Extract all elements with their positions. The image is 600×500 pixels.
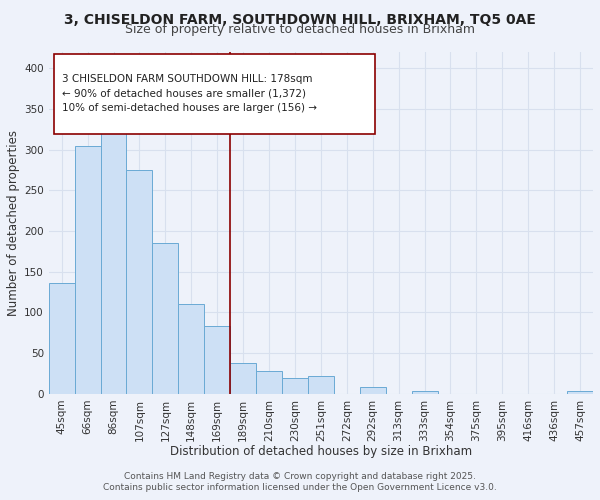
Bar bbox=[360, 386, 386, 394]
Bar bbox=[282, 378, 308, 394]
Bar bbox=[567, 390, 593, 394]
Text: Contains HM Land Registry data © Crown copyright and database right 2025.: Contains HM Land Registry data © Crown c… bbox=[124, 472, 476, 481]
Text: Contains public sector information licensed under the Open Government Licence v3: Contains public sector information licen… bbox=[103, 484, 497, 492]
Bar bbox=[74, 146, 101, 394]
Text: 3, CHISELDON FARM, SOUTHDOWN HILL, BRIXHAM, TQ5 0AE: 3, CHISELDON FARM, SOUTHDOWN HILL, BRIXH… bbox=[64, 12, 536, 26]
Bar bbox=[101, 130, 127, 394]
Bar bbox=[152, 244, 178, 394]
Bar bbox=[412, 390, 437, 394]
Bar bbox=[204, 326, 230, 394]
Bar bbox=[49, 283, 74, 394]
X-axis label: Distribution of detached houses by size in Brixham: Distribution of detached houses by size … bbox=[170, 445, 472, 458]
Bar bbox=[127, 170, 152, 394]
Text: Size of property relative to detached houses in Brixham: Size of property relative to detached ho… bbox=[125, 22, 475, 36]
FancyBboxPatch shape bbox=[54, 54, 376, 134]
Bar bbox=[230, 363, 256, 394]
Bar bbox=[256, 371, 282, 394]
Text: 3 CHISELDON FARM SOUTHDOWN HILL: 178sqm
← 90% of detached houses are smaller (1,: 3 CHISELDON FARM SOUTHDOWN HILL: 178sqm … bbox=[62, 74, 317, 113]
Y-axis label: Number of detached properties: Number of detached properties bbox=[7, 130, 20, 316]
Bar bbox=[308, 376, 334, 394]
Bar bbox=[178, 304, 204, 394]
